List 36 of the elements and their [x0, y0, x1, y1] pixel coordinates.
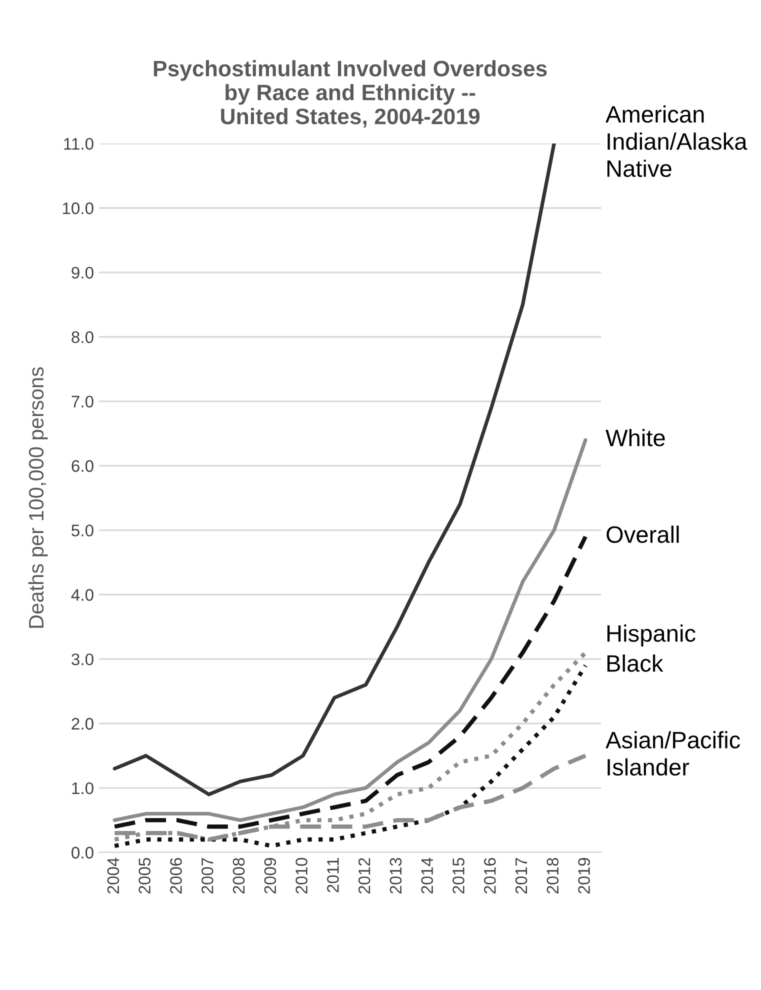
y-tick-label: 6.0 — [72, 460, 94, 472]
x-tick-label: 2012 — [358, 858, 370, 894]
y-tick-label: 7.0 — [72, 396, 94, 408]
x-tick-label: 2014 — [421, 858, 434, 894]
x-tick-label: 2017 — [515, 858, 528, 894]
chart-title: Psychostimulant Involved Overdoses by Race and Ethnicity -- United States, 2004-2019 — [154, 60, 547, 128]
x-tick-label: 2005 — [138, 858, 150, 894]
x-tick-label: 2008 — [232, 858, 245, 894]
x-tick-label: 2009 — [264, 858, 276, 894]
x-tick-label: 2004 — [107, 858, 120, 894]
y-tick-label: 1.0 — [72, 782, 94, 794]
x-tick-label: 2016 — [484, 858, 496, 894]
text: American Indian/Alaska Native — [606, 105, 748, 178]
y-tick-label: 3.0 — [72, 653, 94, 666]
y-tick-label: 10.0 — [62, 202, 94, 214]
series-label: Asian/Pacific Islander — [606, 731, 740, 776]
y-tick-label: 2.0 — [72, 718, 94, 730]
y-tick-label: 8.0 — [72, 331, 94, 344]
x-tick-label: 2010 — [296, 858, 308, 894]
y-tick-label: 0.0 — [72, 846, 94, 859]
series-label: Black — [607, 654, 664, 672]
x-tick-label: 2018 — [546, 858, 559, 894]
x-tick-label: 2013 — [390, 858, 402, 894]
y-tick-label: 9.0 — [72, 266, 94, 279]
y-tick-label: 11.0 — [64, 138, 94, 150]
series-label: Overall — [606, 526, 679, 543]
x-tick-label: 2019 — [578, 858, 590, 894]
series-label: White — [606, 428, 665, 446]
series-label: Hispanic — [607, 624, 696, 647]
x-tick-label: 2007 — [201, 858, 214, 894]
y-tick-label: 5.0 — [72, 524, 94, 536]
y-tick-label: 4.0 — [71, 589, 94, 601]
x-tick-label: 2006 — [170, 858, 182, 894]
x-tick-label: 2015 — [452, 858, 464, 894]
x-tick-label: 2011 — [327, 858, 339, 892]
y-axis-title: Deaths per 100,000 persons — [28, 367, 48, 628]
